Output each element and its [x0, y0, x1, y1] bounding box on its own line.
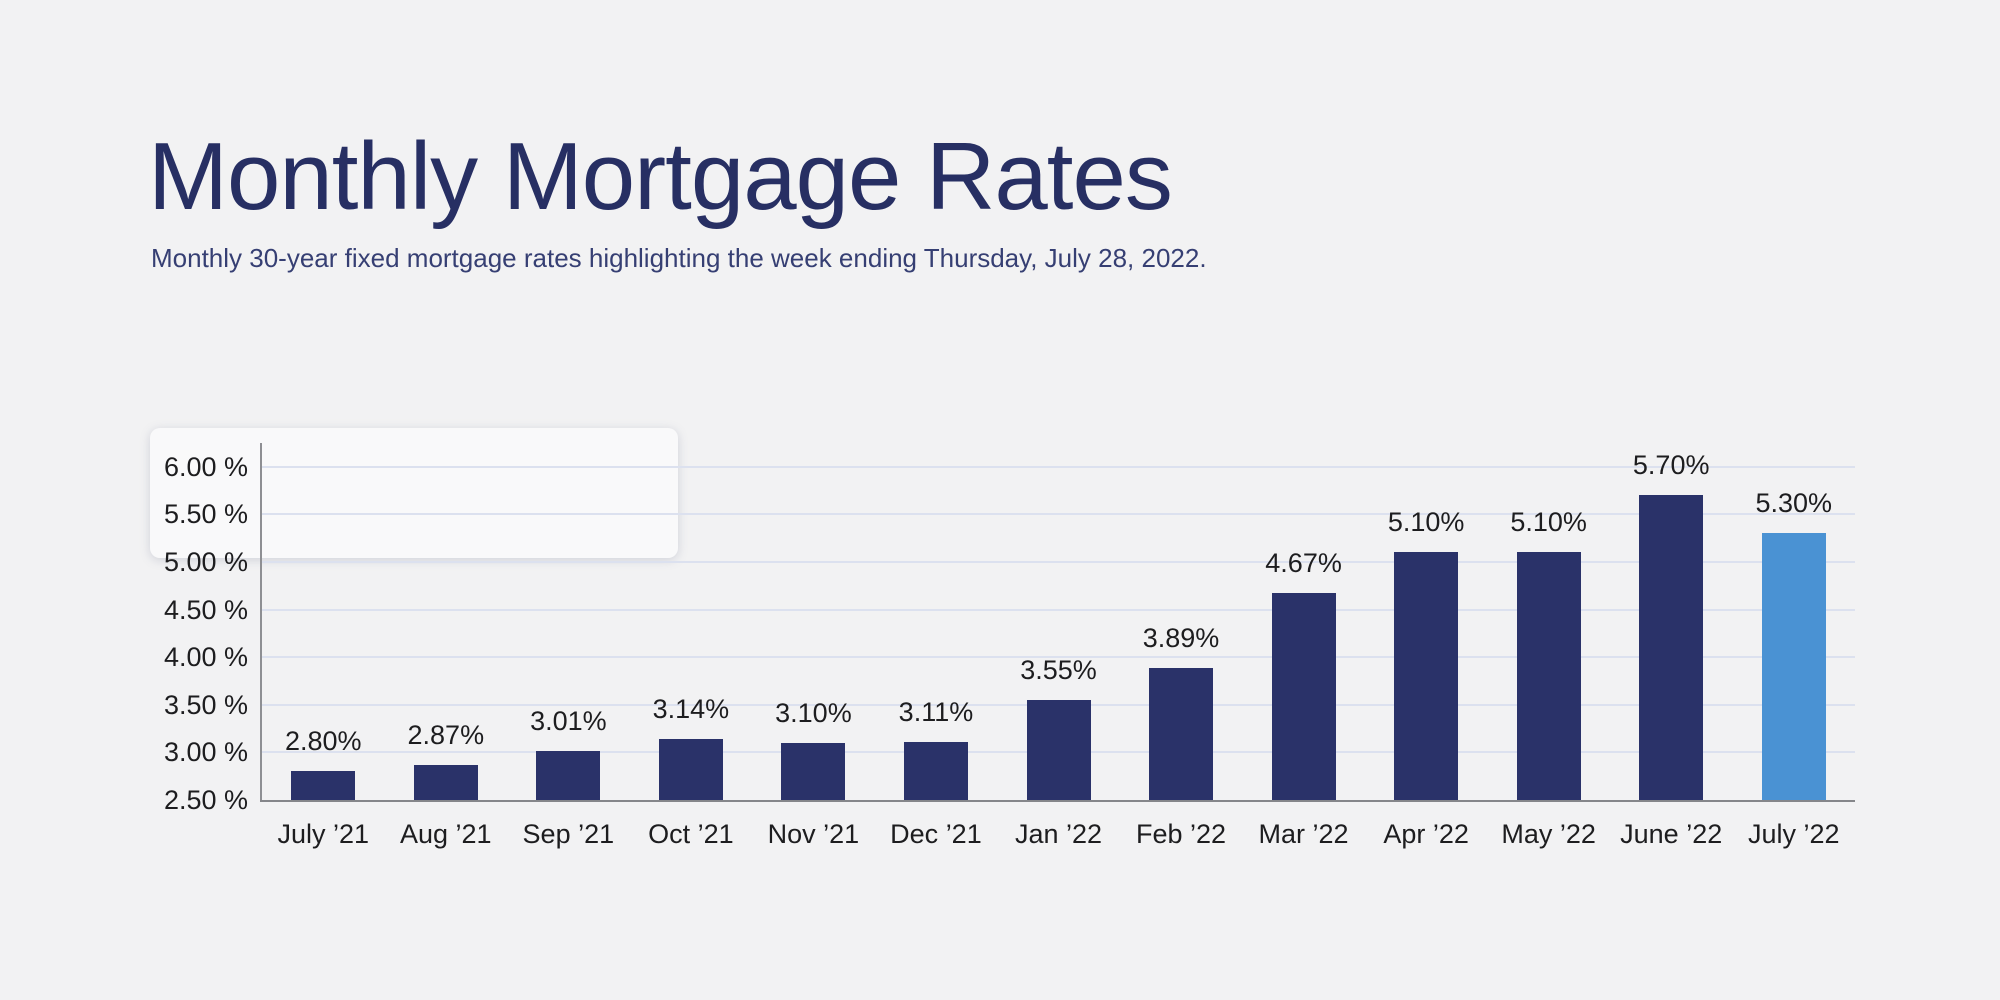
x-axis-tick-label: Mar ’22 — [1258, 819, 1349, 849]
gridline — [262, 465, 1855, 468]
bar — [536, 751, 601, 800]
bar-value-label: 3.11% — [898, 696, 974, 727]
y-axis-tick-label: 5.50 % — [163, 499, 248, 530]
x-axis-tick-label: May ’22 — [1501, 819, 1596, 849]
bar — [1026, 700, 1091, 800]
gridline — [262, 513, 1855, 516]
bar-value-label: 2.80% — [284, 726, 362, 757]
bar — [658, 739, 723, 800]
x-axis-tick-label: Feb ’22 — [1136, 819, 1227, 849]
y-axis-tick-label: 2.50 % — [163, 785, 248, 815]
x-axis-tick-label: Sep ’21 — [522, 819, 615, 849]
y-axis-tick-label: 4.00 % — [163, 642, 248, 673]
bar-value-label: 3.55% — [1020, 655, 1097, 686]
bar — [1271, 593, 1336, 800]
bar — [1149, 667, 1214, 800]
y-axis-tick-label: 3.00 % — [163, 737, 248, 768]
bar-value-label: 3.01% — [530, 706, 607, 737]
gridline — [262, 608, 1855, 611]
bar — [291, 771, 356, 800]
y-axis-line — [260, 443, 262, 802]
bar-value-label: 3.14% — [652, 694, 730, 725]
bar-value-label: 2.87% — [407, 719, 485, 750]
x-axis-tick-label: Nov ’21 — [767, 819, 860, 849]
bar-value-label: 5.10% — [1387, 507, 1465, 538]
bar-value-label: 3.10% — [775, 697, 852, 728]
x-axis-tick-label: Apr ’22 — [1383, 819, 1469, 849]
x-axis-tick-label: Dec ’21 — [890, 819, 982, 849]
chart-title: Monthly Mortgage Rates — [148, 123, 1173, 230]
y-axis-tick-label: 4.50 % — [163, 594, 248, 625]
chart-subtitle: Monthly 30-year fixed mortgage rates hig… — [151, 243, 1207, 273]
bar-highlighted — [1761, 533, 1826, 800]
x-axis-tick-label: Jan ’22 — [1014, 819, 1103, 849]
y-axis-tick-label: 5.00 % — [163, 547, 248, 577]
bar-value-label: 4.67% — [1265, 548, 1342, 579]
bar — [903, 741, 968, 800]
gridline — [262, 656, 1855, 659]
bar — [1516, 552, 1581, 800]
bar-value-label: 5.30% — [1755, 488, 1832, 519]
x-axis-line — [260, 800, 1855, 802]
bar-value-label: 5.10% — [1510, 507, 1587, 538]
x-axis-tick-label: June ’22 — [1620, 819, 1723, 849]
gridline — [262, 561, 1855, 563]
bar — [1639, 495, 1704, 800]
bar — [781, 742, 846, 800]
bar — [1394, 552, 1459, 800]
y-axis-tick-label: 3.50 % — [163, 689, 248, 720]
highlight-panel — [150, 428, 678, 558]
x-axis-tick-label: July ’22 — [1747, 819, 1840, 849]
bar-value-label: 5.70% — [1632, 450, 1710, 481]
bar-value-label: 3.89% — [1142, 622, 1220, 653]
x-axis-tick-label: July ’21 — [277, 819, 370, 849]
x-axis-tick-label: Aug ’21 — [400, 819, 492, 849]
bar — [413, 764, 478, 800]
x-axis-tick-label: Oct ’21 — [648, 819, 734, 849]
y-axis-tick-label: 6.00 % — [163, 451, 248, 482]
